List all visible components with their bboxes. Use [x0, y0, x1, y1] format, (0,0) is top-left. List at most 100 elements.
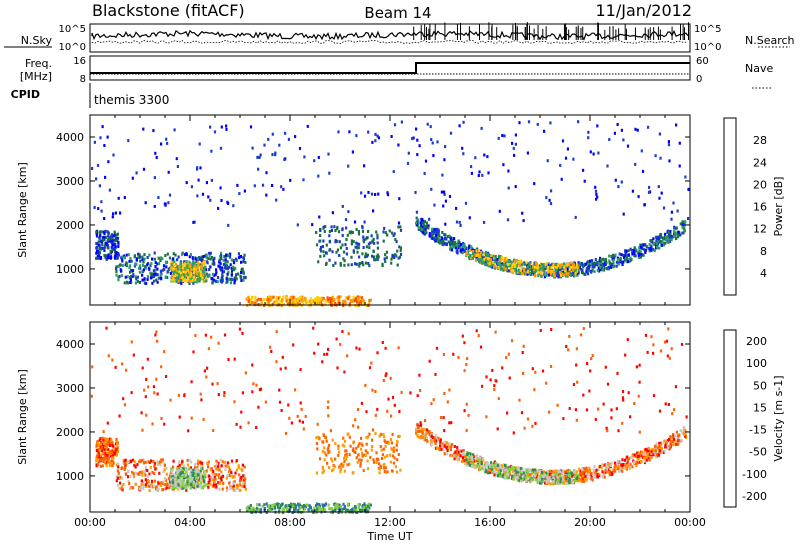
heatmap-cell	[195, 473, 198, 476]
heatmap-cell	[197, 481, 200, 485]
heatmap-cell	[376, 241, 379, 245]
heatmap-cell	[681, 226, 684, 230]
y-tick-label: 2000	[56, 219, 84, 232]
heatmap-cell	[426, 439, 429, 443]
heatmap-cell	[173, 473, 176, 477]
heatmap-cell	[577, 265, 580, 269]
heatmap-cell	[683, 226, 686, 230]
heatmap-cell	[347, 263, 350, 267]
heatmap-cell	[127, 479, 130, 483]
heatmap-cell	[658, 449, 662, 453]
heatmap-cell	[159, 259, 162, 262]
heatmap-cell	[355, 134, 358, 138]
heatmap-cell	[647, 456, 650, 460]
heatmap-cell	[207, 485, 210, 489]
heatmap-cell	[150, 485, 153, 489]
heatmap-cell	[658, 196, 661, 200]
heatmap-cell	[197, 261, 200, 265]
heatmap-cell	[639, 243, 642, 247]
heatmap-cell	[111, 464, 114, 468]
heatmap-cell	[373, 241, 376, 245]
heatmap-cell	[267, 301, 270, 305]
heatmap-cell	[569, 481, 573, 485]
heatmap-cell	[587, 263, 590, 266]
heatmap-cell	[377, 136, 380, 140]
heatmap-cell	[506, 258, 509, 262]
heatmap-cell	[271, 153, 274, 157]
heatmap-cell	[663, 237, 666, 241]
heatmap-cell	[549, 202, 553, 206]
heatmap-cell	[358, 442, 361, 446]
heatmap-cell	[208, 253, 211, 257]
heatmap-cell	[641, 247, 644, 250]
heatmap-cell	[125, 472, 128, 476]
heatmap-cell	[360, 296, 363, 300]
heatmap-cell	[440, 236, 443, 240]
heatmap-cell	[344, 453, 347, 457]
heatmap-cell	[268, 508, 271, 512]
heatmap-cell	[635, 455, 638, 458]
heatmap-cell	[349, 444, 352, 448]
heatmap-cell	[143, 257, 146, 261]
heatmap-cell	[430, 236, 433, 240]
heatmap-cell	[325, 261, 328, 265]
heatmap-cell	[315, 502, 319, 506]
heatmap-cell	[547, 265, 550, 269]
heatmap-cell	[462, 448, 465, 452]
heatmap-cell	[219, 146, 223, 150]
heatmap-cell	[103, 144, 106, 147]
heatmap-cell	[189, 466, 192, 470]
heatmap-cell	[163, 462, 166, 466]
heatmap-cell	[153, 204, 156, 208]
heatmap-cell	[293, 503, 296, 507]
heatmap-cell	[302, 178, 305, 182]
heatmap-cell	[606, 164, 609, 168]
heatmap-cell	[144, 478, 147, 482]
heatmap-cell	[294, 507, 297, 511]
heatmap-cell	[358, 264, 361, 268]
heatmap-cell	[243, 253, 246, 257]
heatmap-cell	[377, 458, 380, 462]
heatmap-cell	[421, 431, 424, 435]
heatmap-cell	[144, 265, 147, 269]
heatmap-cell	[271, 507, 274, 511]
heatmap-cell	[286, 300, 289, 304]
heatmap-cell	[242, 278, 245, 282]
heatmap-cell	[587, 260, 590, 264]
heatmap-cell	[398, 434, 401, 438]
heatmap-cell	[229, 486, 232, 490]
heatmap-cell	[502, 261, 506, 264]
heatmap-cell	[396, 263, 399, 267]
heatmap-cell	[502, 163, 505, 167]
heatmap-cell	[339, 505, 342, 508]
heatmap-cell	[629, 247, 632, 251]
heatmap-cell	[371, 254, 374, 258]
heatmap-cell	[555, 269, 558, 273]
heatmap-cell	[624, 458, 627, 462]
heatmap-cell	[487, 255, 490, 258]
heatmap-cell	[316, 296, 319, 300]
heatmap-cell	[368, 301, 371, 304]
heatmap-cell	[533, 268, 536, 272]
heatmap-cell	[287, 504, 290, 508]
heatmap-cell	[373, 460, 376, 464]
heatmap-cell	[343, 456, 346, 460]
heatmap-cell	[193, 220, 196, 224]
heatmap-cell	[448, 234, 451, 238]
heatmap-cell	[528, 271, 532, 275]
heatmap-cell	[516, 259, 519, 262]
heatmap-cell	[102, 442, 105, 445]
heatmap-cell	[117, 465, 120, 469]
heatmap-cell	[584, 470, 587, 474]
heatmap-cell	[348, 435, 351, 439]
heatmap-cell	[392, 170, 395, 174]
heatmap-cell	[321, 471, 324, 475]
heatmap-cell	[128, 460, 131, 464]
heatmap-cell	[215, 268, 218, 272]
heatmap-cell	[104, 444, 107, 448]
heatmap-cell	[153, 479, 157, 483]
heatmap-cell	[170, 467, 173, 471]
heatmap-cell	[171, 265, 174, 269]
heatmap-cell	[258, 155, 261, 159]
heatmap-cell	[261, 183, 265, 187]
